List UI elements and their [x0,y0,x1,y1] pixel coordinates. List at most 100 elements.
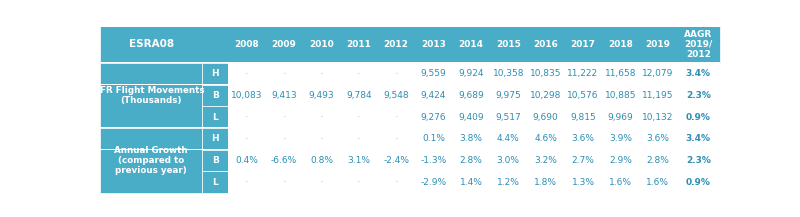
Bar [602,128,639,150]
Text: 2012: 2012 [384,40,409,49]
Text: ·: · [394,177,398,187]
Bar [266,171,302,193]
Bar [527,128,564,150]
Bar [639,63,677,85]
Bar [639,150,677,171]
Bar [228,85,266,106]
Bar [490,106,527,128]
Text: ·: · [357,177,361,187]
Text: 2017: 2017 [570,40,595,49]
Text: 1.6%: 1.6% [646,178,670,187]
Bar [452,85,490,106]
Text: L: L [212,178,218,187]
Text: 3.6%: 3.6% [646,134,670,143]
Bar [266,85,302,106]
Bar [639,106,677,128]
Text: 10,298: 10,298 [530,91,562,100]
Text: ·: · [320,69,323,79]
Text: 2019: 2019 [646,40,670,49]
Text: ·: · [282,69,286,79]
Bar [490,171,527,193]
Bar [100,26,720,63]
Bar [415,63,452,85]
Text: 3.4%: 3.4% [686,134,710,143]
Bar [302,150,340,171]
Bar [100,127,720,128]
Bar [266,128,302,150]
Text: ·: · [245,112,249,122]
Bar [228,128,266,150]
Text: 11,658: 11,658 [605,69,636,78]
Text: ·: · [394,112,398,122]
Text: 9,689: 9,689 [458,91,484,100]
Text: 9,548: 9,548 [383,91,409,100]
Bar [202,106,228,128]
Bar [527,85,564,106]
Text: 9,924: 9,924 [458,69,484,78]
Bar [378,106,415,128]
Text: 2.8%: 2.8% [459,156,482,165]
Bar [527,63,564,85]
Text: 0.8%: 0.8% [310,156,333,165]
Bar [602,171,639,193]
Bar [452,106,490,128]
Bar [564,85,602,106]
Text: -2.4%: -2.4% [383,156,409,165]
Text: ·: · [245,177,249,187]
Text: -6.6%: -6.6% [271,156,297,165]
Text: IFR Flight Movements
(Thousands): IFR Flight Movements (Thousands) [98,86,205,105]
Bar [100,84,720,85]
Text: 9,409: 9,409 [458,113,484,122]
Bar [302,63,340,85]
Text: 1.3%: 1.3% [571,178,594,187]
Text: 0.9%: 0.9% [686,178,710,187]
Text: 2.8%: 2.8% [646,156,669,165]
Bar [302,128,340,150]
Text: 4.6%: 4.6% [534,134,557,143]
Text: AAGR
2019/
2012: AAGR 2019/ 2012 [684,30,712,59]
Bar [415,85,452,106]
Text: ·: · [282,134,286,144]
Text: ·: · [357,134,361,144]
Bar [378,150,415,171]
Bar [527,171,564,193]
Text: ·: · [245,69,249,79]
Text: 9,276: 9,276 [421,113,446,122]
Bar [564,150,602,171]
Bar [202,150,228,171]
Text: Annual Growth
(compared to
previous year): Annual Growth (compared to previous year… [114,146,188,176]
Text: 1.2%: 1.2% [497,178,520,187]
Bar [564,63,602,85]
Text: ·: · [245,134,249,144]
Bar [100,128,202,193]
Text: 2.3%: 2.3% [686,156,710,165]
Text: ·: · [394,69,398,79]
Bar [340,63,378,85]
Text: B: B [212,91,218,100]
Bar [378,63,415,85]
Text: 2018: 2018 [608,40,633,49]
Text: 9,815: 9,815 [570,113,596,122]
Text: 2011: 2011 [346,40,371,49]
Bar [266,63,302,85]
Text: ·: · [320,112,323,122]
Bar [100,63,202,128]
Bar [564,171,602,193]
Text: 10,358: 10,358 [493,69,524,78]
Bar [378,85,415,106]
Text: 10,132: 10,132 [642,113,674,122]
Bar [452,171,490,193]
Text: 3.8%: 3.8% [459,134,482,143]
Bar [378,171,415,193]
Text: 0.9%: 0.9% [686,113,710,122]
Bar [228,106,266,128]
Text: 9,975: 9,975 [495,91,521,100]
Bar [378,128,415,150]
Text: 3.9%: 3.9% [609,134,632,143]
Bar [677,63,720,85]
Bar [228,63,266,85]
Bar [100,62,720,63]
Text: 10,835: 10,835 [530,69,562,78]
Text: 2016: 2016 [533,40,558,49]
Text: 2010: 2010 [309,40,334,49]
